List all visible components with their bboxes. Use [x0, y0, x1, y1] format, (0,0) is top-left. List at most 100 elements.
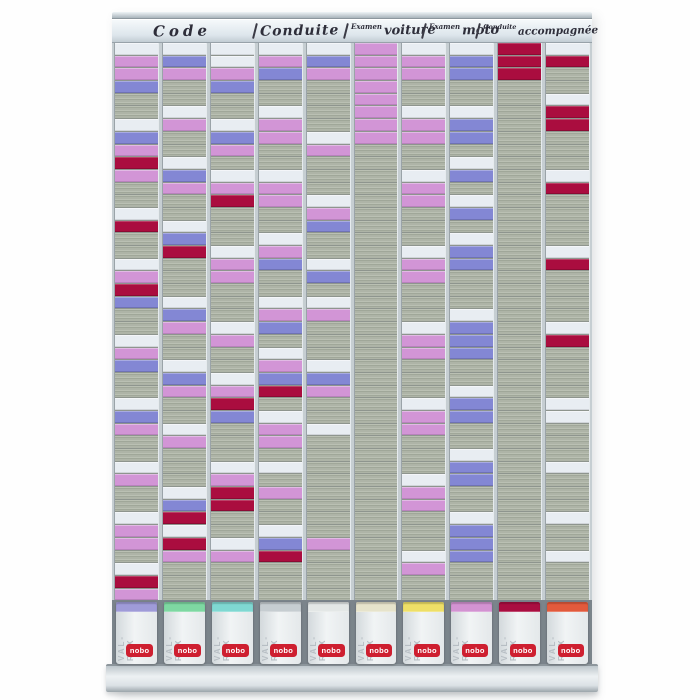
empty-slot — [354, 296, 398, 309]
white-card — [258, 461, 302, 474]
periwinkle-card — [306, 55, 350, 68]
empty-slot — [402, 93, 446, 106]
empty-slot — [354, 271, 398, 284]
periwinkle-card — [450, 410, 494, 423]
card-holder: VAL-REXnobo — [403, 602, 445, 664]
white-card — [162, 360, 206, 372]
empty-slot — [258, 157, 302, 169]
pink-card — [258, 182, 302, 195]
periwinkle-card — [210, 410, 254, 423]
empty-slot — [354, 169, 398, 182]
nobo-logo-badge: nobo — [509, 643, 537, 657]
empty-slot — [498, 119, 542, 131]
empty-slot — [306, 284, 350, 296]
pink-card — [354, 131, 398, 144]
empty-slot — [162, 575, 206, 588]
empty-slot — [498, 195, 542, 207]
white-card — [115, 207, 158, 220]
white-card — [210, 322, 254, 334]
header-section-examen-moto: Examen moto — [421, 19, 499, 42]
empty-slot — [498, 436, 542, 448]
empty-slot — [498, 487, 542, 499]
white-card — [402, 169, 446, 182]
empty-slot — [546, 575, 590, 588]
crimson-card — [546, 182, 590, 195]
pink-card — [306, 309, 350, 322]
empty-slot — [162, 144, 206, 157]
crimson-card — [162, 537, 206, 550]
crimson-card — [546, 258, 590, 271]
white-card — [546, 398, 590, 410]
empty-slot — [498, 246, 542, 258]
pink-card — [115, 537, 158, 550]
empty-slot — [546, 487, 590, 499]
pink-card — [354, 93, 398, 106]
periwinkle-card — [115, 131, 158, 144]
empty-slot — [258, 588, 302, 601]
empty-slot — [210, 207, 254, 220]
periwinkle-card — [450, 461, 494, 474]
empty-slot — [210, 588, 254, 601]
pink-card — [402, 410, 446, 423]
empty-slot — [115, 499, 158, 512]
empty-slot — [115, 322, 158, 334]
white-card — [402, 246, 446, 258]
top-mounting-rail — [112, 12, 592, 19]
empty-slot — [402, 233, 446, 245]
empty-slot — [258, 474, 302, 487]
empty-slot — [498, 207, 542, 220]
empty-slot — [210, 309, 254, 322]
empty-slot — [498, 525, 542, 537]
empty-slot — [354, 588, 398, 601]
periwinkle-card — [115, 360, 158, 372]
empty-slot — [306, 347, 350, 360]
empty-slot — [354, 537, 398, 550]
card-column — [306, 43, 350, 601]
empty-slot — [498, 309, 542, 322]
card-column — [162, 43, 206, 601]
empty-slot — [115, 385, 158, 398]
crimson-card — [546, 119, 590, 131]
white-card — [450, 385, 494, 398]
empty-slot — [115, 372, 158, 385]
periwinkle-card — [162, 55, 206, 68]
empty-slot — [546, 207, 590, 220]
empty-slot — [354, 461, 398, 474]
empty-slot — [546, 474, 590, 487]
nobo-logo-badge: nobo — [222, 643, 249, 657]
empty-slot — [115, 246, 158, 258]
periwinkle-card — [450, 537, 494, 550]
pink-card — [402, 258, 446, 271]
empty-slot — [354, 449, 398, 461]
empty-slot — [354, 398, 398, 410]
white-card — [210, 246, 254, 258]
periwinkle-card — [210, 81, 254, 93]
white-card — [546, 246, 590, 258]
pink-card — [210, 144, 254, 157]
periwinkle-card — [450, 322, 494, 334]
divider-tick — [252, 22, 258, 39]
pink-card — [115, 423, 158, 436]
empty-slot — [498, 233, 542, 245]
periwinkle-card — [306, 372, 350, 385]
empty-slot — [498, 398, 542, 410]
empty-slot — [306, 474, 350, 487]
crimson-card — [546, 106, 590, 119]
empty-slot — [354, 423, 398, 436]
empty-slot — [210, 347, 254, 360]
header-label: accompagnée — [518, 23, 599, 38]
empty-slot — [354, 550, 398, 563]
empty-slot — [498, 81, 542, 93]
empty-slot — [402, 144, 446, 157]
pink-card — [402, 563, 446, 575]
white-card — [162, 296, 206, 309]
pink-card — [210, 182, 254, 195]
periwinkle-card — [115, 410, 158, 423]
white-card — [258, 106, 302, 119]
empty-slot — [210, 512, 254, 525]
periwinkle-card — [450, 55, 494, 68]
empty-slot — [258, 271, 302, 284]
periwinkle-card — [115, 296, 158, 309]
periwinkle-card — [450, 207, 494, 220]
